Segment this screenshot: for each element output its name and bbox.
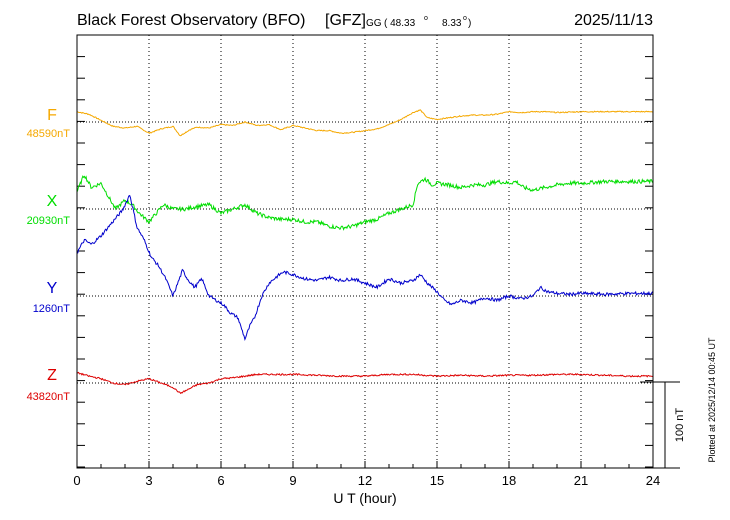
plot-frame (76, 34, 654, 469)
scale-bar (640, 381, 680, 469)
x-tick-label: 9 (289, 473, 296, 488)
coord-system: GG (366, 18, 382, 29)
series-baseline-x: 20930nT (27, 215, 71, 227)
coord-close-paren: ) (468, 18, 471, 29)
longitude-degree: o (463, 15, 467, 22)
chart-date: 2025/11/13 (574, 12, 653, 29)
series-line-f (76, 109, 654, 137)
series-line-x (76, 175, 654, 231)
x-tick-label: 21 (574, 473, 588, 488)
series-group (76, 109, 654, 395)
x-axis-label: U T (hour) (333, 490, 396, 506)
series-baseline-f: 48590nT (27, 128, 71, 140)
agency-label: [GFZ] (325, 12, 366, 29)
x-axis: 0 3 6 9 12 15 18 21 24 (73, 461, 660, 488)
series-baseline-z: 43820nT (27, 391, 71, 403)
latitude-degree: o (424, 15, 428, 22)
series-line-z (76, 371, 654, 395)
x-tick-label: 18 (502, 473, 516, 488)
x-tick-label: 24 (646, 473, 660, 488)
x-tick-label: 0 (73, 473, 80, 488)
series-baseline-y: 1260nT (33, 303, 71, 315)
x-tick-label: 3 (145, 473, 152, 488)
x-tick-label: 6 (217, 473, 224, 488)
scale-bar-label: 100 nT (674, 408, 686, 443)
plotted-note: Plotted at 2025/12/14 00:45 UT (707, 337, 717, 463)
chart-title: Black Forest Observatory (BFO) (77, 12, 306, 29)
grid (77, 35, 653, 468)
longitude-value: 8.33 (442, 18, 462, 29)
x-tick-label: 15 (430, 473, 444, 488)
series-labels: F 48590nT X 20930nT Y 1260nT Z 43820nT (27, 107, 71, 403)
x-tick-label: 12 (358, 473, 372, 488)
series-name-z: Z (47, 367, 57, 384)
series-name-y: Y (47, 280, 58, 297)
series-line-y (76, 194, 654, 342)
latitude-value: ( 48.33 (384, 18, 416, 29)
series-name-f: F (47, 107, 57, 124)
series-name-x: X (47, 193, 58, 210)
